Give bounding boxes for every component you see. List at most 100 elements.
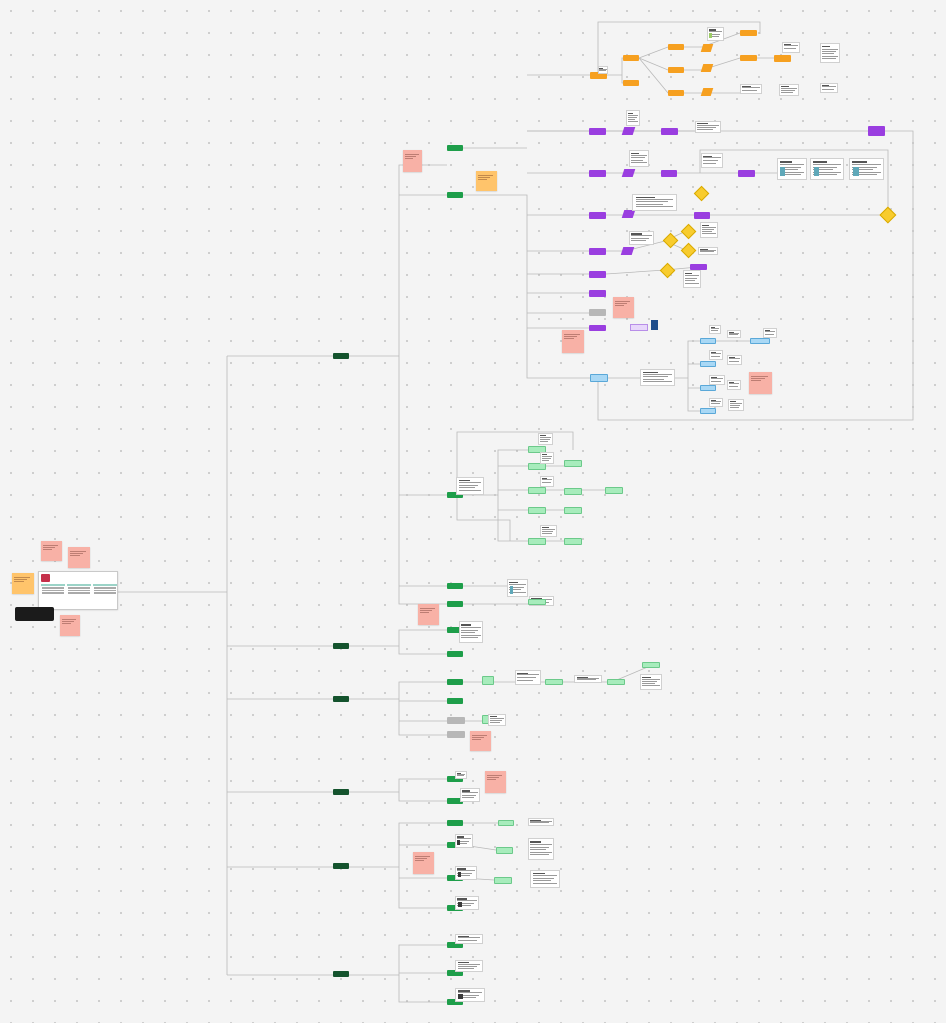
lightgreen-node-1[interactable] xyxy=(528,446,546,453)
purple-screenshot-thumbnail[interactable] xyxy=(683,270,701,288)
purple-node[interactable] xyxy=(589,325,606,331)
orange-node[interactable] xyxy=(740,55,757,61)
hub2-screenshot-thumbnail[interactable] xyxy=(459,621,483,643)
hub-node-2[interactable] xyxy=(333,643,349,649)
lightgreen-node-5[interactable] xyxy=(528,538,546,545)
purple-node[interactable] xyxy=(661,128,678,135)
sticky-note-branch[interactable] xyxy=(562,330,584,353)
orange-entry-node[interactable] xyxy=(590,72,607,79)
hub6-screenshot-thumbnail[interactable] xyxy=(455,960,483,972)
lightgreen-node-3[interactable] xyxy=(528,487,546,494)
hub-node-3[interactable] xyxy=(333,696,349,702)
process-node-4[interactable] xyxy=(447,583,463,589)
process-node-5[interactable] xyxy=(447,601,463,607)
start-button[interactable] xyxy=(15,607,54,621)
branch-screenshot-thumbnail[interactable] xyxy=(507,579,528,597)
orange-screenshot-thumbnail[interactable] xyxy=(782,42,800,53)
hub-node-6[interactable] xyxy=(333,971,349,977)
blue-screenshot-thumbnail[interactable] xyxy=(640,369,675,386)
hub6-screenshot-thumbnail[interactable] xyxy=(455,988,485,1002)
lightgreen-io-node[interactable] xyxy=(482,676,494,685)
blue-screenshot-thumbnail[interactable] xyxy=(709,375,725,385)
process-node-7[interactable] xyxy=(447,651,463,657)
process-node-16[interactable] xyxy=(447,942,463,948)
process-node-9[interactable] xyxy=(447,698,463,704)
purple-screenshot-thumbnail[interactable] xyxy=(626,110,640,126)
navy-marker-node[interactable] xyxy=(651,320,658,330)
blue-node[interactable] xyxy=(750,338,770,344)
process-node-11[interactable] xyxy=(447,798,463,804)
blue-node[interactable] xyxy=(700,338,716,344)
process-node-17[interactable] xyxy=(447,970,463,976)
sticky-note-branch[interactable] xyxy=(613,297,634,318)
sticky-note-branch[interactable] xyxy=(485,771,506,793)
blue-screenshot-thumbnail[interactable] xyxy=(763,328,777,338)
lightgreen-node-6[interactable] xyxy=(564,460,582,467)
lightgreen-node-7[interactable] xyxy=(564,488,582,495)
lightgreen-node-2[interactable] xyxy=(528,463,546,470)
hub3-screenshot-thumbnail[interactable] xyxy=(640,674,662,690)
decision-diamond[interactable] xyxy=(662,232,679,249)
blue-node[interactable] xyxy=(700,385,716,391)
blue-screenshot-thumbnail[interactable] xyxy=(727,355,742,365)
root-overview-card[interactable] xyxy=(38,571,118,610)
hub4-screenshot-thumbnail[interactable] xyxy=(455,771,467,779)
purple-node-4[interactable] xyxy=(589,248,606,255)
lightgreen-node[interactable] xyxy=(496,847,513,854)
hub5-screenshot-thumbnail[interactable] xyxy=(455,896,479,910)
blue-screenshot-thumbnail[interactable] xyxy=(727,380,741,390)
sticky-note-root-top-right[interactable] xyxy=(68,547,90,568)
process-node-10[interactable] xyxy=(447,776,463,782)
sticky-note-branch[interactable] xyxy=(403,150,422,172)
lightgreen-node-10[interactable] xyxy=(605,487,623,494)
sticky-note-branch[interactable] xyxy=(470,731,491,751)
lightgreen-node-4[interactable] xyxy=(528,507,546,514)
purple-screenshot-thumbnail[interactable] xyxy=(698,247,718,255)
hub-node-5[interactable] xyxy=(333,863,349,869)
orange-screenshot-thumbnail[interactable] xyxy=(598,66,608,74)
lightgreen-node-8[interactable] xyxy=(564,507,582,514)
hub6-screenshot-thumbnail[interactable] xyxy=(455,934,483,944)
hub-node-1[interactable] xyxy=(333,353,349,359)
orange-screenshot-thumbnail[interactable] xyxy=(740,84,762,94)
orange-screenshot-thumbnail[interactable] xyxy=(820,83,838,93)
orange-node[interactable] xyxy=(740,30,757,36)
hub3-screenshot-thumbnail[interactable] xyxy=(488,714,506,726)
lightgreen-node[interactable] xyxy=(528,599,546,605)
purple-node[interactable] xyxy=(868,126,885,136)
decision-diamond[interactable] xyxy=(879,206,897,224)
purple-node[interactable] xyxy=(738,170,755,177)
blue-node[interactable] xyxy=(590,374,608,382)
blue-screenshot-thumbnail[interactable] xyxy=(728,399,744,411)
purple-node[interactable] xyxy=(690,264,707,270)
process-node-2[interactable] xyxy=(447,192,463,198)
process-node-8[interactable] xyxy=(447,679,463,685)
gray-node[interactable] xyxy=(447,731,465,738)
purple-screenshot-thumbnail[interactable] xyxy=(810,158,844,180)
process-node-12[interactable] xyxy=(447,820,463,826)
blue-screenshot-thumbnail[interactable] xyxy=(709,398,723,407)
orange-node[interactable] xyxy=(623,80,639,86)
hub-node-4[interactable] xyxy=(333,789,349,795)
purple-screenshot-thumbnail[interactable] xyxy=(849,158,884,180)
hub5-screenshot-thumbnail[interactable] xyxy=(528,818,554,826)
orange-screenshot-thumbnail[interactable] xyxy=(820,43,840,63)
hub5-screenshot-thumbnail[interactable] xyxy=(530,870,560,888)
sticky-note-root-yellow[interactable] xyxy=(12,573,34,594)
purple-screenshot-thumbnail[interactable] xyxy=(695,121,721,133)
process-node-3[interactable] xyxy=(447,492,463,498)
purple-node-5[interactable] xyxy=(589,271,606,278)
hub5-screenshot-thumbnail[interactable] xyxy=(455,866,477,880)
purple-screenshot-thumbnail[interactable] xyxy=(629,150,649,167)
lightgreen-screenshot-thumbnail[interactable] xyxy=(540,525,557,537)
decision-diamond[interactable] xyxy=(680,223,697,240)
hub5-screenshot-thumbnail[interactable] xyxy=(528,838,554,860)
orange-screenshot-thumbnail[interactable] xyxy=(707,27,724,41)
lightgreen-screenshot-thumbnail[interactable] xyxy=(540,476,554,487)
lightgreen-node[interactable] xyxy=(607,679,625,685)
purple-node-2[interactable] xyxy=(589,170,606,177)
purple-node-6[interactable] xyxy=(589,290,606,297)
decision-diamond[interactable] xyxy=(680,242,697,259)
process-node-1[interactable] xyxy=(447,145,463,151)
orange-node[interactable] xyxy=(668,67,684,73)
